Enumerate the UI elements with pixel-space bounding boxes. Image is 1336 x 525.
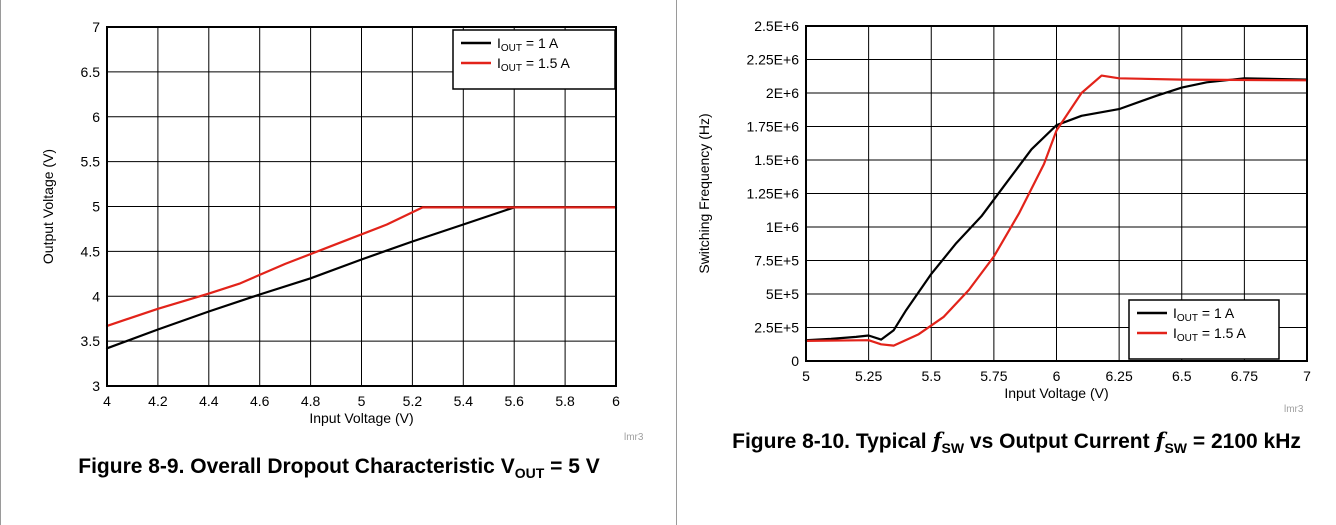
switching-frequency-chart: 5 5.25 5.5 5.75 6 6.25 6.5 6.75 7 0 2.5E+5 5E+5 7.5E…: [696, 18, 1311, 401]
y-tick-label: 1.25E+6: [746, 186, 799, 202]
plot-frame: [106, 26, 617, 387]
series-line: [804, 77, 1309, 342]
dropout-chart: 4 4.2 4.4 4.6 4.8 5 5.2 5.4 5.6 5.8 6 3 3.5 4 4.5 5 5.5 6…: [40, 19, 620, 426]
x-tick-label: 4.8: [301, 393, 321, 409]
x-tick-label: 5: [358, 393, 366, 409]
y-tick-label: 0: [791, 353, 799, 369]
y-tick-label: 2E+6: [766, 85, 799, 101]
y-tick-label: 2.25E+6: [746, 52, 799, 68]
x-tick-label: 4.2: [148, 393, 168, 409]
x-axis-label: Input Voltage (V): [1004, 385, 1108, 401]
y-tick-label: 3: [92, 378, 100, 394]
legend-entry: IOUT = 1.5 A: [1173, 325, 1247, 344]
y-tick-label: 4.5: [81, 243, 101, 259]
legend-entry: IOUT = 1 A: [1173, 305, 1235, 324]
legend-entry: IOUT = 1.5 A: [497, 55, 571, 74]
watermark-note: lmr3: [624, 432, 644, 443]
x-tick-label: 7: [1303, 368, 1311, 384]
x-axis-label: Input Voltage (V): [309, 410, 413, 426]
figure-caption: Figure 8-10. Typical fSW vs Output Curre…: [732, 428, 1301, 457]
x-tick-label: 5: [802, 368, 810, 384]
legend-box: [1128, 299, 1280, 360]
y-tick-label: 3.5: [81, 333, 101, 349]
watermark-note: lmr3: [1284, 404, 1304, 415]
y-tick-label: 5: [92, 199, 100, 215]
legend-box: [452, 29, 616, 90]
y-tick-label: 7.5E+5: [754, 253, 799, 269]
y-axis-label: Switching Frequency (Hz): [696, 113, 712, 273]
y-tick-label: 7: [92, 19, 100, 35]
x-tick-label: 5.5: [922, 368, 942, 384]
right-figure-panel: 5 5.25 5.5 5.75 6 6.25 6.5 6.75 7 0 2.5E+5 5E+5 7.5E…: [677, 0, 1336, 525]
figure-caption: Figure 8-9. Overall Dropout Characterist…: [78, 455, 600, 482]
series-line: [105, 206, 618, 350]
x-tick-label: 5.8: [555, 393, 575, 409]
x-tick-label: 4.4: [199, 393, 219, 409]
y-tick-label: 6: [92, 109, 100, 125]
x-tick-label: 5.25: [855, 368, 882, 384]
legend-entry: IOUT = 1 A: [497, 35, 559, 54]
y-tick-label: 1.75E+6: [746, 119, 799, 135]
plot-frame: [805, 25, 1308, 362]
x-tick-label: 6.25: [1106, 368, 1133, 384]
x-tick-label: 4: [103, 393, 111, 409]
series-line: [105, 206, 618, 327]
y-tick-label: 5E+5: [766, 286, 799, 302]
y-tick-label: 6.5: [81, 64, 101, 80]
x-tick-label: 5.2: [403, 393, 423, 409]
series-line: [804, 74, 1309, 347]
x-tick-label: 5.75: [980, 368, 1007, 384]
y-tick-label: 1E+6: [766, 219, 799, 235]
left-figure-panel: 4 4.2 4.4 4.6 4.8 5 5.2 5.4 5.6 5.8 6 3 3.5 4 4.5 5 5.5 6…: [0, 0, 677, 525]
x-tick-label: 6.75: [1231, 368, 1258, 384]
x-tick-label: 5.4: [454, 393, 474, 409]
x-tick-label: 4.6: [250, 393, 270, 409]
x-tick-label: 5.6: [504, 393, 524, 409]
x-tick-label: 6: [1053, 368, 1061, 384]
y-tick-label: 2.5E+5: [754, 320, 799, 336]
x-tick-label: 6.5: [1172, 368, 1192, 384]
y-axis-label: Output Voltage (V): [40, 149, 56, 264]
y-tick-label: 5.5: [81, 154, 101, 170]
y-tick-label: 4: [92, 288, 100, 304]
y-tick-label: 2.5E+6: [754, 18, 799, 34]
x-tick-label: 6: [612, 393, 620, 409]
y-tick-label: 1.5E+6: [754, 152, 799, 168]
